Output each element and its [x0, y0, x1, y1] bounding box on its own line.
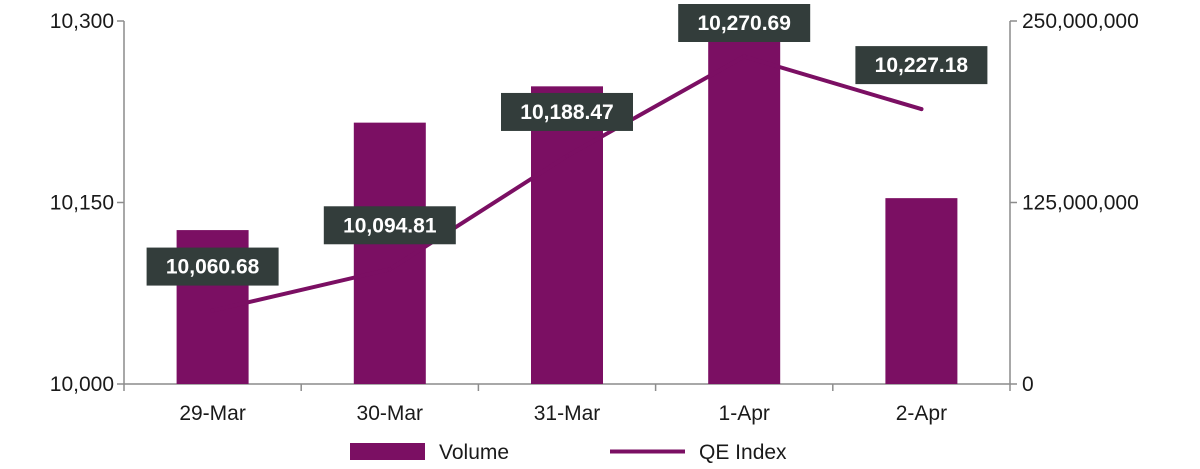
x-tick-label-31-mar: 31-Mar: [534, 402, 601, 425]
ticks: 10,000 10,150 10,300 0 125,000,000 250,000,00…: [50, 10, 1139, 425]
data-label-box: [146, 247, 279, 286]
data-label-30-mar: 10,094.81: [323, 206, 456, 245]
data-label-text: 10,227.18: [875, 54, 969, 77]
qe-index-line-layer: [210, 54, 924, 313]
data-label-text: 10,060.68: [166, 256, 260, 279]
data-labels: 10,060.68 10,094.81 10,188.47 10,270.69 10,2…: [146, 4, 988, 286]
left-tick-label: 10,300: [50, 10, 114, 33]
legend: Volume QE Index: [350, 441, 787, 464]
x-tick-label-1-apr: 1-Apr: [719, 402, 770, 425]
bar-volume-1-apr: [708, 21, 781, 384]
volume-bars: [176, 21, 958, 384]
x-tick-label-30-mar: 30-Mar: [357, 402, 424, 425]
right-tick-label: 0: [1022, 373, 1034, 396]
data-label-31-mar: 10,188.47: [501, 92, 633, 131]
bar-volume-2-apr: [885, 198, 958, 384]
right-tick-label: 125,000,000: [1022, 192, 1139, 215]
data-label-box: [323, 206, 456, 245]
qe-index-point-2-apr: [919, 107, 924, 112]
left-tick-label: 10,150: [50, 192, 114, 215]
qe-index-point-29-mar: [210, 308, 215, 313]
qe-index-point-30-mar: [387, 267, 392, 272]
legend-volume-swatch: [350, 443, 425, 460]
x-tick-label-29-mar: 29-Mar: [179, 402, 246, 425]
legend-volume-label: Volume: [439, 441, 509, 464]
data-label-box: [501, 92, 633, 131]
data-label-text: 10,094.81: [343, 214, 437, 237]
data-label-text: 10,270.69: [697, 12, 790, 35]
legend-qe-index-label: QE Index: [699, 441, 787, 464]
x-tick-label-2-apr: 2-Apr: [896, 402, 947, 425]
right-tick-label: 250,000,000: [1022, 10, 1139, 33]
data-label-29-mar: 10,060.68: [146, 247, 279, 286]
data-label-2-apr: 10,227.18: [855, 46, 988, 85]
qe-index-point-1-apr: [742, 54, 747, 59]
qe-index-point-31-mar: [565, 153, 569, 158]
left-tick-label: 10,000: [50, 373, 114, 396]
bar-volume-31-mar: [531, 86, 603, 384]
data-label-box: [855, 46, 988, 85]
data-label-box: [678, 4, 811, 42]
data-label-text: 10,188.47: [520, 101, 613, 124]
data-label-1-apr: 10,270.69: [678, 4, 811, 42]
